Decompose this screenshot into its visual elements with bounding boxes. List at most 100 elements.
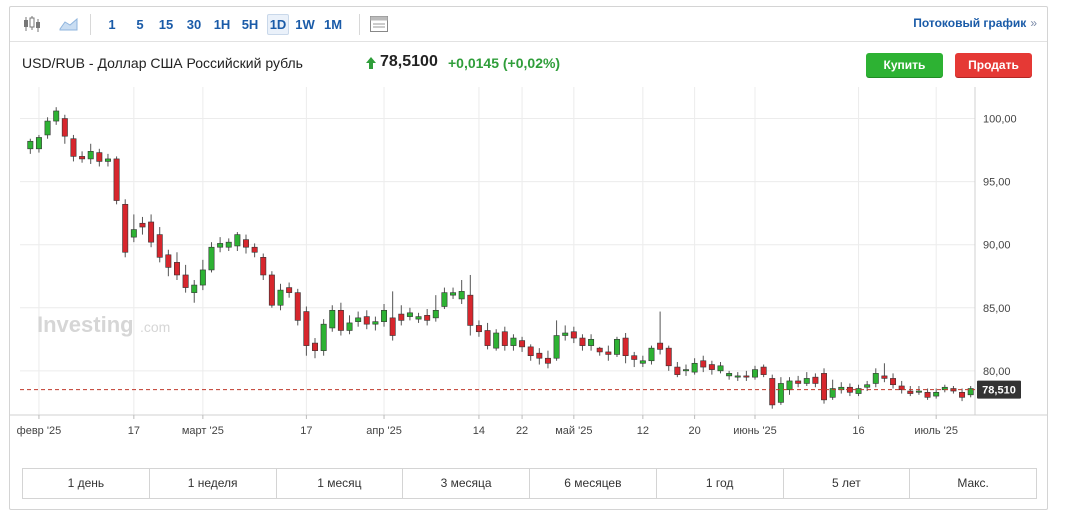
- candle-up: [648, 347, 655, 362]
- candle-down: [890, 378, 897, 386]
- timeframe-button-1w[interactable]: 1W: [295, 17, 315, 32]
- candle-up: [355, 317, 362, 322]
- x-tick-label: февр '25: [17, 425, 62, 437]
- buy-button[interactable]: Купить: [866, 53, 943, 77]
- candle-up: [191, 284, 198, 293]
- candle-up: [777, 383, 784, 403]
- candle-down: [174, 262, 180, 276]
- timeframe-button-5[interactable]: 5: [136, 17, 144, 32]
- candle-down: [898, 385, 905, 391]
- candle-up: [406, 312, 413, 317]
- candle-down: [519, 340, 526, 348]
- candle-up: [562, 332, 569, 336]
- price-change: +0,0145 (+0,02%): [448, 55, 560, 71]
- period-option[interactable]: 5 лет: [784, 469, 911, 498]
- instrument-header: USD/RUB - Доллар США Российский рубль 78…: [10, 41, 1047, 87]
- candle-up: [104, 158, 111, 162]
- candle-down: [570, 331, 577, 339]
- candle-down: [363, 316, 370, 325]
- candle-up: [458, 291, 465, 300]
- candle-up: [639, 360, 646, 364]
- candle-down: [622, 337, 629, 357]
- watermark-logo: Investing: [37, 312, 134, 337]
- stream-link-label[interactable]: Потоковый график: [913, 16, 1027, 30]
- chart-widget: 1 5 15 30 1H 5H 1D 1W 1M Потоковый график» USD/R…: [9, 6, 1048, 510]
- timeframe-button-30[interactable]: 30: [186, 17, 202, 32]
- candle-up: [217, 243, 224, 248]
- double-chevron-right-icon: »: [1030, 16, 1037, 30]
- candle-up: [493, 332, 500, 349]
- candle-up: [44, 120, 51, 136]
- candle-up: [208, 246, 215, 271]
- candle-up: [415, 316, 422, 320]
- candle-down: [579, 337, 586, 346]
- candle-down: [536, 352, 543, 359]
- candle-down: [61, 118, 68, 137]
- x-tick-label: июнь '25: [733, 425, 777, 437]
- candle-down: [605, 351, 612, 355]
- x-tick-label: июль '25: [914, 425, 958, 437]
- candle-down: [527, 346, 534, 357]
- candle-down: [79, 156, 86, 160]
- candle-down: [674, 366, 681, 375]
- candle-up: [752, 369, 758, 378]
- period-option[interactable]: 6 месяцев: [530, 469, 657, 498]
- x-tick-label: 17: [300, 425, 312, 437]
- candle-down: [812, 376, 819, 384]
- x-tick-label: апр '25: [366, 425, 402, 437]
- candle-up: [372, 321, 379, 325]
- timeframe-button-15[interactable]: 15: [158, 17, 174, 32]
- candle-up: [588, 339, 595, 346]
- candle-down: [596, 347, 603, 353]
- period-option[interactable]: 1 месяц: [277, 469, 404, 498]
- timeframe-button-1h[interactable]: 1H: [213, 17, 231, 32]
- candle-up: [803, 378, 810, 384]
- price-chart[interactable]: Investing .com 78,510 100,00 95,00 90,00 85,00…: [10, 87, 1047, 437]
- timeframe-button-1d[interactable]: 1D: [267, 14, 289, 35]
- chart-settings-icon[interactable]: [368, 14, 390, 34]
- candlestick-chart[interactable]: Investing .com 78,510 100,00 95,00 90,00 85,00…: [10, 87, 1047, 437]
- candle-up: [726, 373, 733, 377]
- period-option[interactable]: 1 год: [657, 469, 784, 498]
- arrow-up-icon: [365, 56, 377, 75]
- stream-chart-link[interactable]: Потоковый график»: [913, 16, 1037, 30]
- candle-down: [312, 342, 318, 351]
- candle-up: [872, 373, 879, 384]
- candle-down: [743, 375, 750, 378]
- candle-down: [165, 254, 172, 268]
- candle-down: [769, 378, 776, 406]
- candle-down: [260, 257, 267, 276]
- candle-up: [553, 335, 560, 359]
- period-option[interactable]: 1 день: [23, 469, 150, 498]
- candle-up: [441, 292, 448, 307]
- current-price-label: 78,510: [982, 385, 1016, 397]
- candle-down: [96, 152, 103, 162]
- candle-up: [510, 337, 517, 346]
- candle-down: [337, 309, 344, 331]
- candle-up: [829, 388, 836, 398]
- timeframe-button-5h[interactable]: 5H: [241, 17, 259, 32]
- candle-down: [113, 158, 120, 201]
- candle-up: [346, 322, 353, 331]
- price-change-percent: (+0,02%): [502, 55, 561, 71]
- x-tick-label: май '25: [555, 425, 592, 437]
- candle-down: [544, 357, 551, 364]
- period-option[interactable]: 3 месяца: [403, 469, 530, 498]
- area-chart-icon[interactable]: [58, 14, 80, 34]
- candle-up: [53, 110, 60, 122]
- x-tick-label: 17: [128, 425, 140, 437]
- timeframe-button-1m[interactable]: 1M: [323, 17, 343, 32]
- sell-button[interactable]: Продать: [955, 53, 1032, 77]
- candle-up: [381, 309, 388, 322]
- candle-down: [139, 222, 146, 228]
- candlestick-icon[interactable]: [22, 14, 44, 34]
- candle-up: [130, 229, 137, 238]
- candle-up: [87, 151, 94, 160]
- candle-up: [35, 137, 42, 150]
- period-option[interactable]: Макс.: [957, 476, 989, 490]
- x-tick-label: 12: [637, 425, 649, 437]
- candle-down: [760, 366, 767, 375]
- period-option[interactable]: 1 неделя: [150, 469, 277, 498]
- timeframe-button-1[interactable]: 1: [108, 17, 116, 32]
- candle-up: [734, 375, 741, 378]
